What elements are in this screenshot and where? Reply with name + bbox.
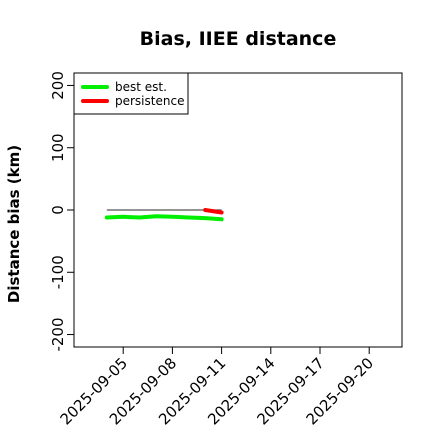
y-tick-label: 0 [49,205,67,215]
y-tick-label: -200 [49,318,67,352]
legend-label: persistence [115,94,184,108]
y-tick-label: -100 [49,255,67,289]
legend: best est.persistence [73,72,189,115]
y-axis: -200 -100 0 100 200 [49,71,74,352]
y-tick-label: 200 [49,71,67,100]
series-line [104,214,224,222]
series-line [203,208,224,215]
x-axis: 2025-09-052025-09-082025-09-112025-09-14… [57,347,377,428]
chart-title: Bias, IIEE distance [140,28,337,50]
y-axis-label: Distance bias (km) [5,145,23,303]
legend-box [73,72,189,115]
plot-area [104,208,224,222]
legend-label: best est. [115,80,167,94]
y-tick-label: 100 [49,133,67,162]
